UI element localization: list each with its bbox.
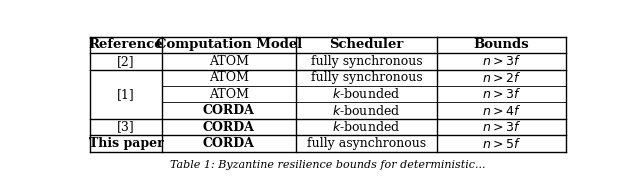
Text: $k$-bounded: $k$-bounded xyxy=(332,87,401,101)
Text: fully asynchronous: fully asynchronous xyxy=(307,137,426,150)
Text: $k$-bounded: $k$-bounded xyxy=(332,120,401,134)
Text: [2]: [2] xyxy=(117,55,134,68)
Text: $n > 2f$: $n > 2f$ xyxy=(482,71,521,85)
Text: $n > 3f$: $n > 3f$ xyxy=(482,54,521,68)
Text: [1]: [1] xyxy=(117,88,135,101)
Text: ATOM: ATOM xyxy=(209,55,249,68)
Text: $n > 3f$: $n > 3f$ xyxy=(482,120,521,134)
Text: Computation Model: Computation Model xyxy=(156,38,302,51)
Text: CORDA: CORDA xyxy=(203,121,255,134)
Text: Scheduler: Scheduler xyxy=(329,38,404,51)
Text: This paper: This paper xyxy=(88,137,163,150)
Text: $n > 3f$: $n > 3f$ xyxy=(482,87,521,101)
Text: CORDA: CORDA xyxy=(203,137,255,150)
Text: $n > 4f$: $n > 4f$ xyxy=(482,104,521,118)
Text: $n > 5f$: $n > 5f$ xyxy=(482,137,521,151)
Text: fully synchronous: fully synchronous xyxy=(310,55,422,68)
Text: Reference: Reference xyxy=(88,38,163,51)
Text: [3]: [3] xyxy=(117,121,135,134)
Text: fully synchronous: fully synchronous xyxy=(310,71,422,84)
Text: $k$-bounded: $k$-bounded xyxy=(332,104,401,118)
Text: ATOM: ATOM xyxy=(209,88,249,101)
Text: ATOM: ATOM xyxy=(209,71,249,84)
Text: CORDA: CORDA xyxy=(203,104,255,117)
Text: Table 1: Byzantine resilience bounds for deterministic...: Table 1: Byzantine resilience bounds for… xyxy=(170,160,486,170)
Text: Bounds: Bounds xyxy=(474,38,529,51)
